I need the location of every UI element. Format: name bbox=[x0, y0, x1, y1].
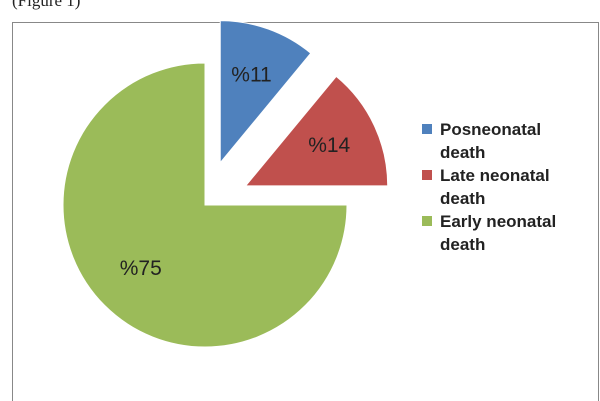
legend-label: Posneonatal death bbox=[440, 120, 542, 162]
legend-swatch bbox=[422, 124, 432, 134]
data-label: %11 bbox=[231, 63, 271, 86]
data-label: %75 bbox=[120, 257, 162, 280]
pie-slice bbox=[219, 20, 312, 165]
legend: Posneonatal death Late neonatal death Earl… bbox=[420, 118, 590, 256]
legend-item: Posneonatal death bbox=[420, 118, 590, 164]
legend-item: Late neonatal death bbox=[420, 164, 590, 210]
legend-item: Early neonatal death bbox=[420, 210, 590, 256]
pie-slice bbox=[62, 62, 348, 348]
legend-label: Late neonatal death bbox=[440, 166, 550, 208]
legend-swatch bbox=[422, 216, 432, 226]
legend-swatch bbox=[422, 170, 432, 180]
annotation: (Figure 1) bbox=[12, 0, 81, 10]
legend-label: Early neonatal death bbox=[440, 212, 557, 254]
data-label: %14 bbox=[308, 134, 350, 157]
pie-slice bbox=[244, 75, 389, 187]
